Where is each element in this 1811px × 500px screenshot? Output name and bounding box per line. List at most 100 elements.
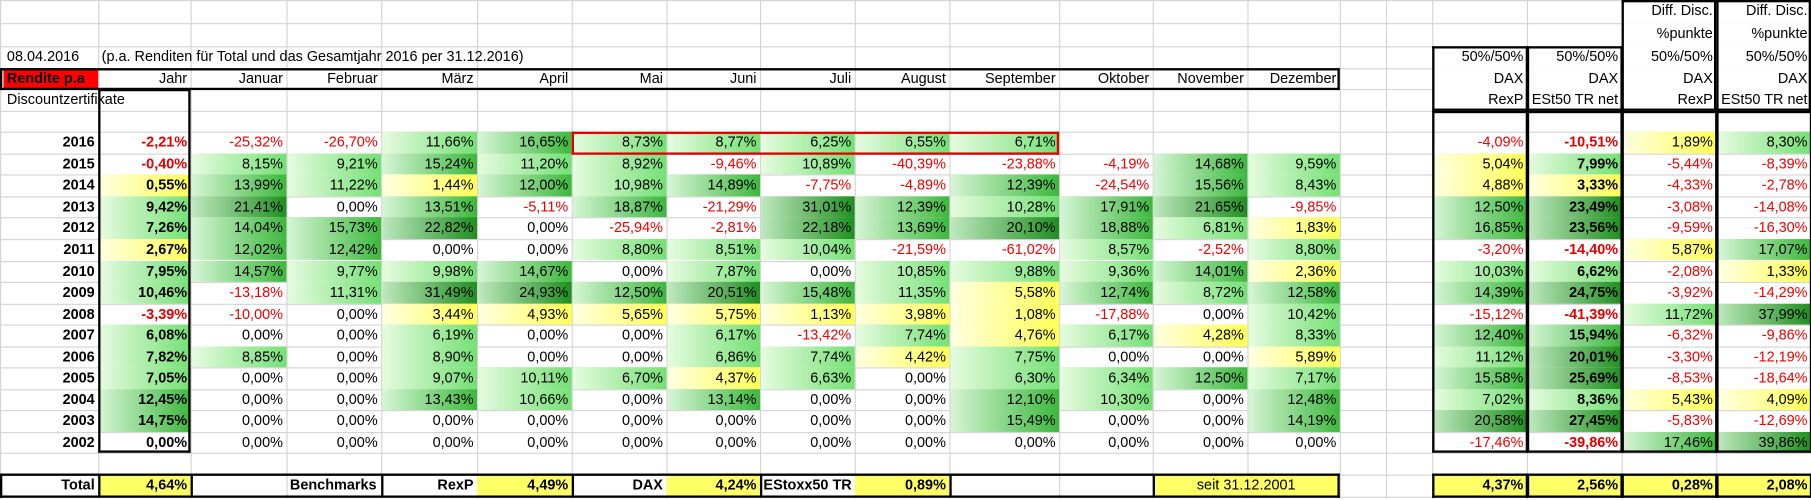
value-cell: -17,46% bbox=[1469, 434, 1524, 451]
value-cell: 7,05% bbox=[99, 367, 191, 389]
value-cell: 25,69% bbox=[1528, 367, 1622, 389]
column-header: März bbox=[441, 69, 474, 87]
border bbox=[1526, 108, 1623, 111]
value-cell: -6,32% bbox=[1667, 327, 1713, 344]
value-cell: 0,00% bbox=[1202, 434, 1244, 451]
border bbox=[571, 131, 1060, 135]
grid-line bbox=[1152, 0, 1154, 499]
column-header: Mai bbox=[639, 69, 663, 87]
year-label: 2015 bbox=[62, 155, 95, 172]
value-cell: 27,45% bbox=[1528, 410, 1622, 432]
value-cell: 0,00% bbox=[810, 412, 852, 429]
value-cell: 24,75% bbox=[1528, 281, 1622, 304]
value-cell: 7,17% bbox=[1248, 367, 1340, 389]
value-cell: 2,36% bbox=[1248, 260, 1340, 282]
value-cell: 15,94% bbox=[1528, 324, 1622, 347]
border bbox=[949, 474, 952, 497]
grid-line bbox=[0, 23, 1811, 25]
value-cell: 3,98% bbox=[855, 303, 950, 325]
border bbox=[1526, 46, 1530, 111]
grid-line bbox=[949, 0, 951, 499]
value-cell: 8,73% bbox=[572, 131, 667, 154]
grid-line bbox=[1059, 0, 1061, 499]
value-cell: 12,48% bbox=[1248, 388, 1340, 411]
year-label: 2004 bbox=[62, 391, 95, 408]
border bbox=[1337, 67, 1340, 91]
value-cell: 6,08% bbox=[99, 324, 191, 347]
value-cell: 0,00% bbox=[336, 391, 378, 408]
border bbox=[98, 89, 101, 454]
border bbox=[98, 474, 101, 497]
border bbox=[1809, 110, 1811, 454]
value-cell: 15,56% bbox=[1153, 174, 1248, 197]
value-cell: 0,00% bbox=[1202, 412, 1244, 429]
value-cell: 17,07% bbox=[1717, 239, 1811, 261]
border bbox=[571, 474, 575, 497]
year-label: 2008 bbox=[62, 305, 95, 322]
note: (p.a. Renditen für Total und das Gesamtj… bbox=[101, 48, 524, 65]
value-cell: 0,00% bbox=[432, 412, 474, 429]
value-cell: 0,00% bbox=[904, 434, 946, 451]
value-cell: 10,85% bbox=[855, 260, 950, 282]
value-cell: -7,75% bbox=[805, 177, 852, 194]
total-benchmark: 0,28% bbox=[1621, 474, 1717, 497]
year-label: 2005 bbox=[62, 369, 95, 387]
value-cell: 13,14% bbox=[667, 388, 760, 411]
value-cell: 14,68% bbox=[1153, 153, 1248, 175]
value-cell: -5,11% bbox=[523, 198, 569, 215]
value-cell: 13,51% bbox=[382, 196, 478, 218]
value-cell: 8,80% bbox=[1248, 239, 1340, 261]
border bbox=[1432, 110, 1435, 454]
value-cell: 13,69% bbox=[855, 217, 950, 240]
value-cell: 10,03% bbox=[1433, 260, 1527, 282]
grid-line bbox=[0, 410, 1811, 412]
grid-line bbox=[571, 0, 573, 499]
value-cell: 39,86% bbox=[1717, 431, 1811, 454]
value-cell: 11,20% bbox=[478, 153, 572, 175]
value-cell: 21,65% bbox=[1153, 196, 1248, 218]
value-cell: 8,85% bbox=[191, 346, 287, 368]
year-label: 2003 bbox=[62, 412, 95, 429]
value-cell: 6,17% bbox=[1060, 324, 1153, 347]
value-cell: -0,40% bbox=[141, 155, 188, 172]
value-cell: 0,00% bbox=[242, 369, 283, 387]
border bbox=[1432, 473, 1529, 476]
value-cell: 9,88% bbox=[950, 260, 1060, 282]
value-cell: 5,58% bbox=[950, 281, 1060, 304]
grid-line bbox=[381, 0, 383, 499]
value-cell: 7,82% bbox=[99, 346, 191, 368]
value-cell: 0,00% bbox=[336, 305, 378, 322]
border bbox=[1526, 473, 1623, 476]
border bbox=[1621, 450, 1718, 454]
value-cell: 20,01% bbox=[1528, 346, 1622, 368]
benchmark-header: 50%/50% bbox=[1621, 46, 1717, 68]
value-cell: 5,43% bbox=[1622, 388, 1717, 411]
value-cell: 22,18% bbox=[761, 217, 855, 240]
value-cell: -3,20% bbox=[1477, 241, 1524, 258]
value-cell: 0,00% bbox=[527, 327, 569, 344]
border bbox=[1526, 450, 1623, 454]
row-header: Rendite p.a bbox=[3, 67, 99, 90]
value-cell: 1,08% bbox=[950, 303, 1060, 325]
value-cell: -9,46% bbox=[710, 155, 757, 172]
border bbox=[1716, 0, 1719, 111]
grid-line bbox=[0, 367, 1811, 369]
border bbox=[1621, 473, 1624, 498]
value-cell: 8,15% bbox=[191, 153, 287, 175]
value-cell: 0,00% bbox=[904, 369, 946, 387]
value-cell: 12,42% bbox=[287, 239, 382, 261]
border bbox=[1621, 473, 1718, 476]
year-label: 2010 bbox=[62, 262, 95, 279]
value-cell: 7,95% bbox=[99, 260, 191, 282]
total-benchmark: 2,08% bbox=[1716, 474, 1811, 497]
value-cell: 0,00% bbox=[904, 412, 946, 429]
since-label: seit 31.12.2001 bbox=[1152, 474, 1340, 497]
value-cell: 0,55% bbox=[99, 174, 191, 197]
value-cell: 4,88% bbox=[1433, 174, 1527, 197]
value-cell: 7,87% bbox=[667, 260, 760, 282]
value-cell: 0,00% bbox=[336, 348, 378, 365]
value-cell: 6,71% bbox=[950, 131, 1060, 154]
benchmark-header: 50%/50% bbox=[1716, 46, 1811, 68]
value-cell: 4,28% bbox=[1153, 324, 1248, 347]
border bbox=[1432, 473, 1435, 498]
